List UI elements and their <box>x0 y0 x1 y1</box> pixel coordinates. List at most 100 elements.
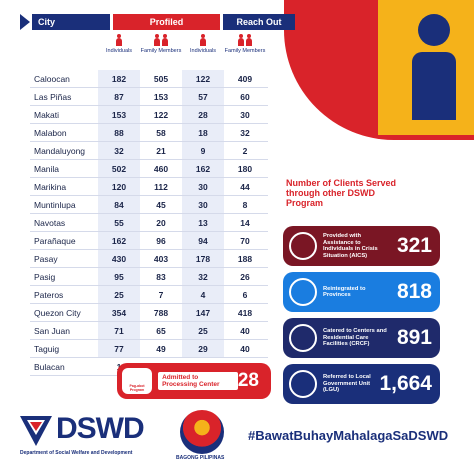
profiled-individuals-cell: 71 <box>114 326 124 336</box>
city-cell: Pateros <box>34 290 64 300</box>
profiled-individuals-cell: 354 <box>111 308 127 318</box>
reachout-family-cell: 6 <box>242 290 248 300</box>
header-city: City <box>32 14 110 30</box>
reachout-family-cell: 26 <box>240 272 250 282</box>
reachout-family-cell: 44 <box>240 182 250 192</box>
profiled-family-cell: 45 <box>156 200 166 210</box>
table-row: Mandaluyong 32 21 9 2 <box>30 142 268 160</box>
city-cell: Mandaluyong <box>34 146 86 156</box>
stat-card: Reintegrated to Provinces 818 <box>283 272 440 312</box>
profiled-family-cell: 505 <box>153 74 169 84</box>
profiled-individuals-cell: 32 <box>114 146 124 156</box>
reachout-individuals-cell: 9 <box>200 146 206 156</box>
individual-icon <box>112 34 126 46</box>
reachout-individuals-cell: 147 <box>195 308 211 318</box>
city-cell: Pasig <box>34 272 56 282</box>
profiled-family-cell: 460 <box>153 164 169 174</box>
reachout-individuals-cell: 122 <box>195 74 211 84</box>
column-bg <box>98 70 140 358</box>
profiled-individuals-cell: 153 <box>111 110 127 120</box>
table-row: Quezon City 354 788 147 418 <box>30 304 268 322</box>
table-row: Navotas 55 20 13 14 <box>30 214 268 232</box>
admitted-card: Pag-abot Program Admitted to Processing … <box>117 363 271 399</box>
subheader-family: Family Members <box>224 32 266 70</box>
building-icon <box>289 370 317 398</box>
stat-card-value: 818 <box>396 280 432 303</box>
city-cell: Navotas <box>34 218 66 228</box>
column-bg <box>182 70 224 358</box>
reachout-individuals-cell: 28 <box>198 110 208 120</box>
reachout-family-cell: 70 <box>240 236 250 246</box>
stat-card-label: Referred to Local Government Unit (LGU) <box>323 374 371 394</box>
pag-abot-icon: Pag-abot Program <box>122 368 153 394</box>
subheader: Individuals Family Members Individuals F… <box>98 32 266 70</box>
stat-card-label: Provided with Assistance to Individuals … <box>323 233 378 259</box>
profiled-individuals-cell: 77 <box>114 344 124 354</box>
table-row: Muntinlupa 84 45 30 8 <box>30 196 268 214</box>
profiled-individuals-cell: 95 <box>114 272 124 282</box>
profiled-individuals-cell: 88 <box>114 128 124 138</box>
city-cell: Pasay <box>34 254 58 264</box>
stat-card-label: Catered to Centers and Residential Care … <box>323 328 387 348</box>
city-cell: Taguig <box>34 344 60 354</box>
table-row: Manila 502 460 162 180 <box>30 160 268 178</box>
bagong-pilipinas-label: BAGONG PILIPINAS <box>176 455 225 461</box>
city-cell: Parañaque <box>34 236 76 246</box>
header-arrow-icon <box>20 14 30 30</box>
table-row: Pasay 430 403 178 188 <box>30 250 268 268</box>
reachout-family-cell: 409 <box>237 74 253 84</box>
table-header: City Profiled Reach Out <box>20 14 295 30</box>
profiled-family-cell: 153 <box>153 92 169 102</box>
profiled-family-cell: 788 <box>153 308 169 318</box>
reachout-family-cell: 60 <box>240 92 250 102</box>
reachout-individuals-cell: 4 <box>200 290 206 300</box>
other-program-title: Number of Clients Served through other D… <box>286 178 397 208</box>
person-icon <box>404 0 464 120</box>
profiled-family-cell: 112 <box>154 182 168 192</box>
individual-icon <box>196 34 210 46</box>
city-cell: Marikina <box>34 182 67 192</box>
reachout-individuals-cell: 162 <box>195 164 211 174</box>
reachout-family-cell: 40 <box>240 326 250 336</box>
table-row: Caloocan 182 505 122 409 <box>30 70 268 88</box>
table-row: Pateros 25 7 4 6 <box>30 286 268 304</box>
subheader-individuals: Individuals <box>182 32 224 70</box>
city-cell: Bulacan <box>34 362 65 372</box>
reachout-family-cell: 32 <box>240 128 250 138</box>
reachout-individuals-cell: 30 <box>198 200 208 210</box>
table-row: Malabon 88 58 18 32 <box>30 124 268 142</box>
reachout-individuals-cell: 57 <box>198 92 208 102</box>
admitted-value: 28 <box>237 370 259 391</box>
reachout-individuals-cell: 29 <box>198 344 208 354</box>
profiled-family-cell: 7 <box>158 290 164 300</box>
reachout-individuals-cell: 30 <box>198 182 208 192</box>
reachout-individuals-cell: 13 <box>198 218 208 228</box>
profiled-individuals-cell: 430 <box>111 254 127 264</box>
stat-card-value: 1,664 <box>379 372 432 395</box>
city-cell: Makati <box>34 110 60 120</box>
profiled-individuals-cell: 182 <box>111 74 127 84</box>
reachout-individuals-cell: 178 <box>195 254 211 264</box>
profiled-individuals-cell: 162 <box>111 236 127 246</box>
house-icon <box>289 324 317 352</box>
profiled-individuals-cell: 502 <box>111 164 127 174</box>
reachout-family-cell: 188 <box>237 254 253 264</box>
profiled-individuals-cell: 84 <box>114 200 124 210</box>
reachout-individuals-cell: 94 <box>198 236 208 246</box>
table-row: Parañaque 162 96 94 70 <box>30 232 268 250</box>
hashtag: #BawatBuhayMahalagaSaDSWD <box>248 428 449 443</box>
reachout-family-cell: 2 <box>242 146 248 156</box>
subheader-family: Family Members <box>140 32 182 70</box>
table-row: Las Piñas 87 153 57 60 <box>30 88 268 106</box>
hand-coin-icon <box>289 232 317 260</box>
reachout-family-cell: 180 <box>237 164 253 174</box>
admitted-label: Admitted to Processing Center <box>158 372 238 390</box>
profiled-family-cell: 122 <box>153 110 169 120</box>
family-icon <box>238 34 252 46</box>
stat-card: Referred to Local Government Unit (LGU) 1… <box>283 364 440 404</box>
profiled-family-cell: 21 <box>156 146 166 156</box>
family-icon <box>154 34 168 46</box>
data-table: Caloocan 182 505 122 409 Las Piñas 87 153 57 60 Ma… <box>30 70 268 376</box>
profiled-family-cell: 49 <box>156 344 166 354</box>
